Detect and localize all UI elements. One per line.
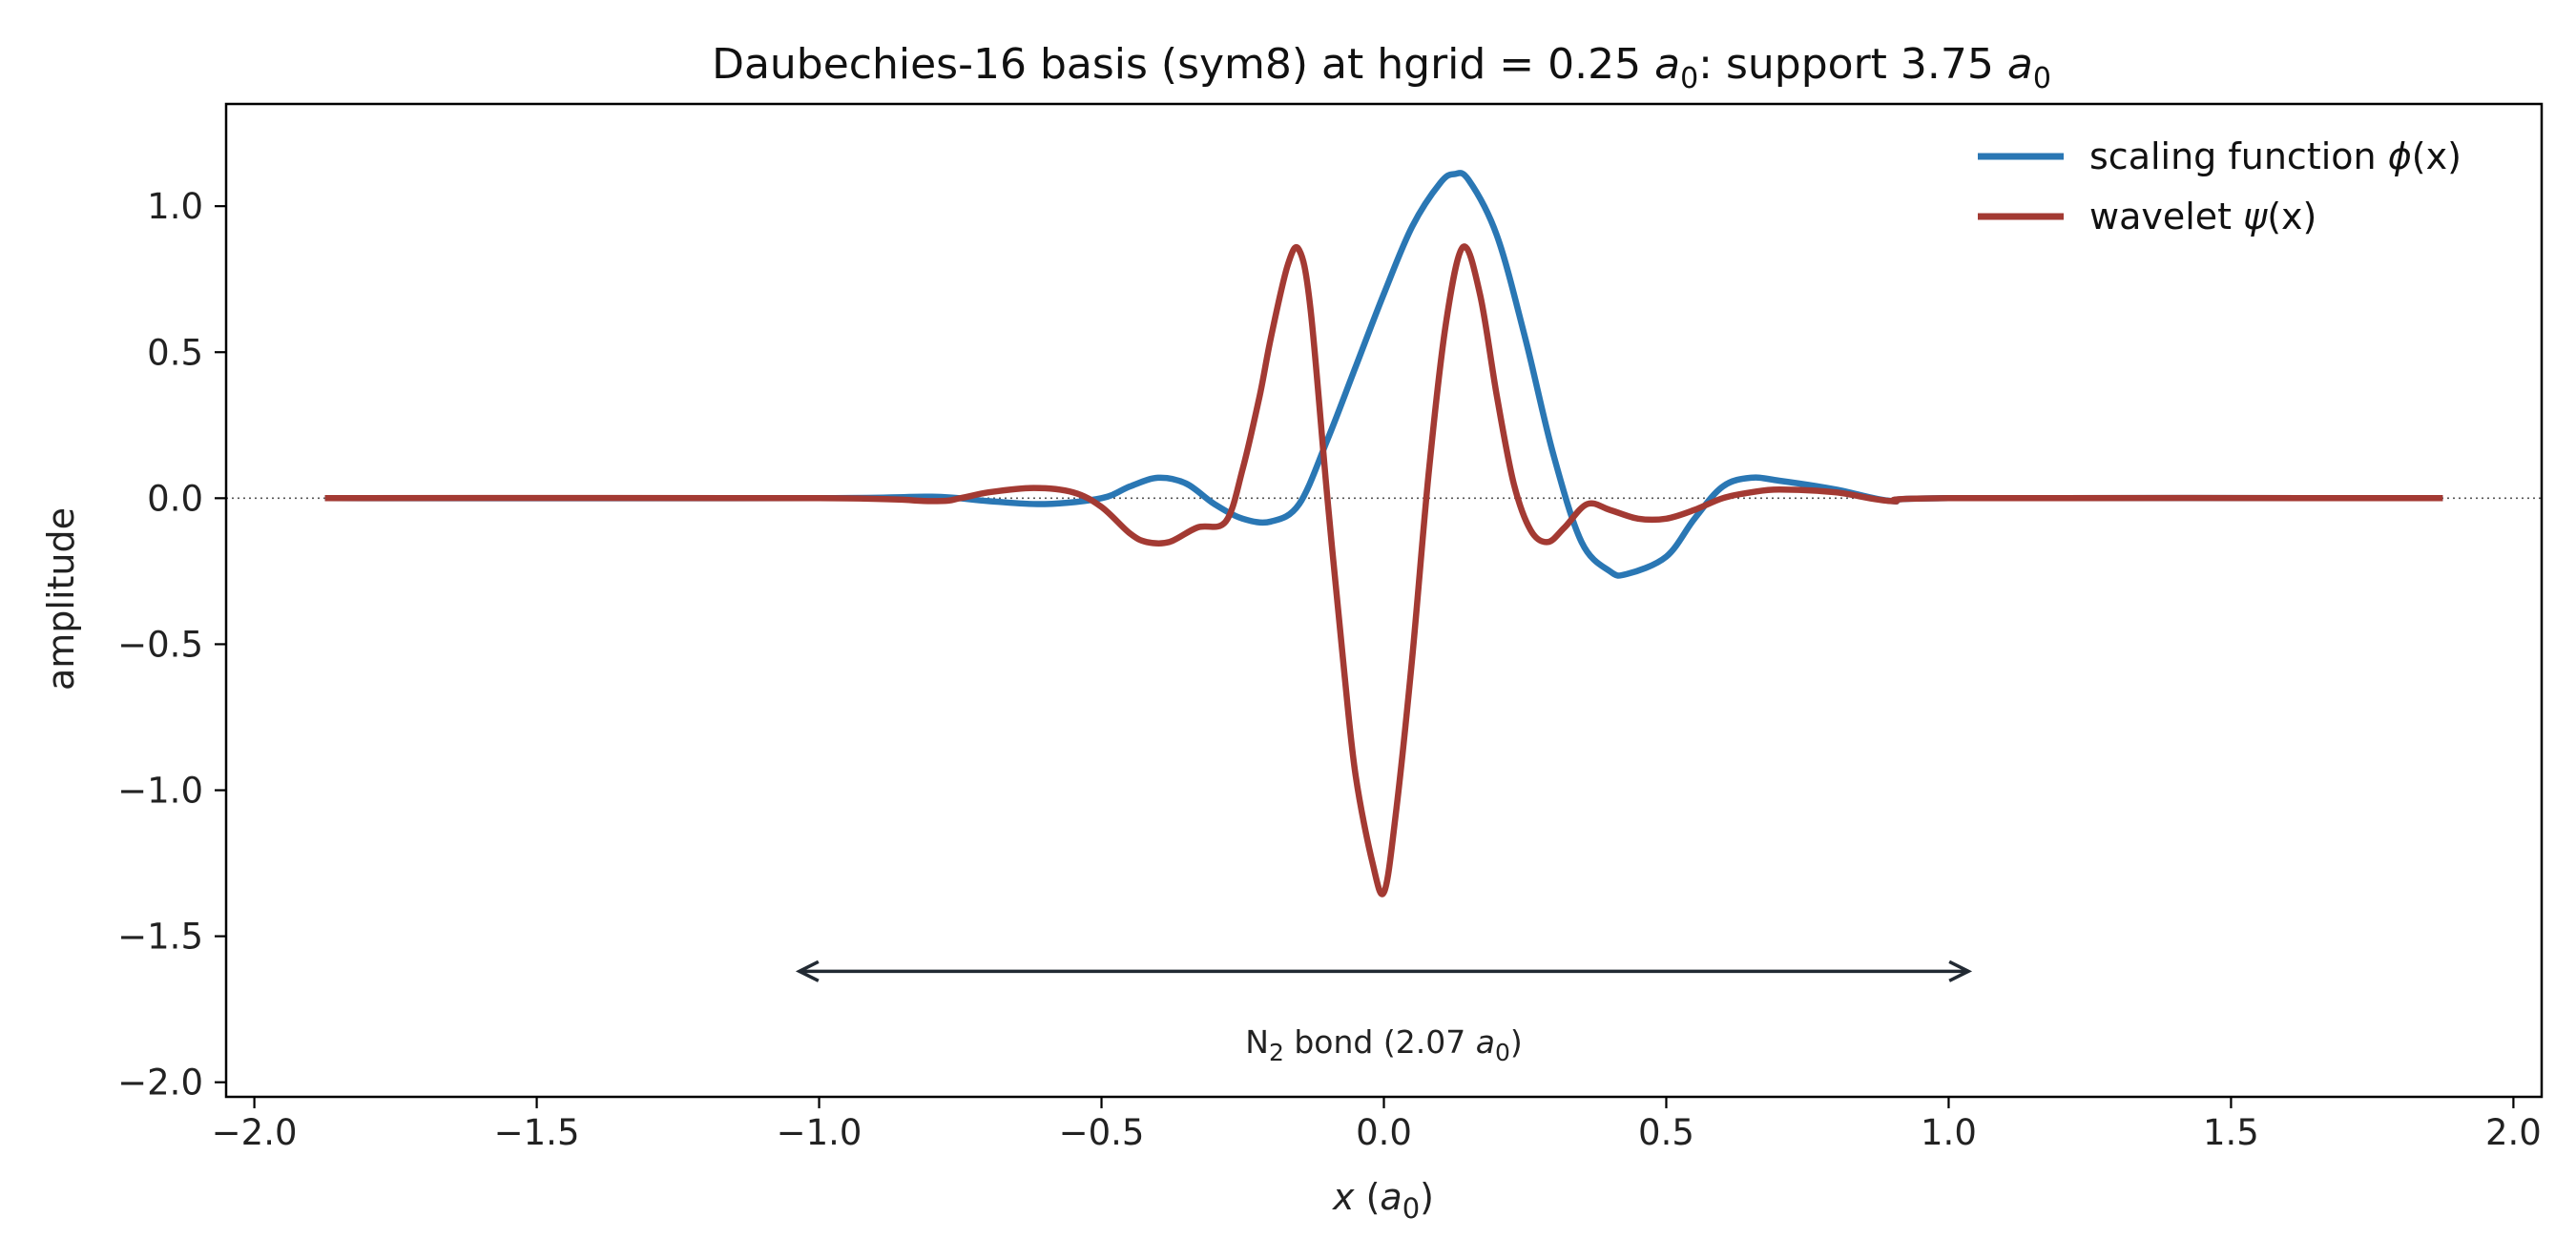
x-tick-label: 0.5 [1638,1112,1694,1153]
x-tick-label: −1.5 [494,1112,580,1153]
legend: scaling function ϕ(x) wavelet ψ(x) [1978,135,2462,237]
x-axis-label: x (a0) [1332,1176,1434,1225]
x-tick-label: −2.0 [212,1112,298,1153]
legend-label-wavelet: wavelet ψ(x) [2089,196,2316,237]
y-tick-label: 0.5 [147,332,203,373]
x-tick-label: −1.0 [777,1112,862,1153]
y-tick-label: 0.0 [147,478,203,519]
x-tick-label: 1.0 [1921,1112,1977,1153]
wavelet-line [324,243,2443,898]
x-tick-label: 0.0 [1356,1112,1412,1153]
y-tick-label: −2.0 [117,1063,203,1104]
x-tick-label: −0.5 [1059,1112,1145,1153]
chart-title: Daubechies-16 basis (sym8) at hgrid = 0.… [712,40,2051,95]
x-tick-label: 1.5 [2203,1112,2259,1153]
n2-bond-arrowhead-right [1948,960,1973,982]
scaling-function-line [324,170,2443,579]
x-tick-label: 2.0 [2485,1112,2542,1153]
y-tick-label: −1.0 [117,771,203,812]
y-axis-label: amplitude [40,507,82,691]
n2-bond-label: N2 bond (2.07 a0) [1245,1023,1522,1066]
plot-content [226,170,2542,982]
y-axis: 1.0 0.5 0.0 −0.5 −1.0 −1.5 −2.0 [117,186,226,1104]
legend-label-scaling: scaling function ϕ(x) [2089,135,2462,177]
y-tick-label: −1.5 [117,917,203,958]
y-tick-label: 1.0 [147,186,203,227]
x-axis: −2.0 −1.5 −1.0 −0.5 0.0 0.5 1.0 1.5 2.0 [212,1097,2542,1153]
y-tick-label: −0.5 [117,624,203,665]
n2-bond-arrowhead-left [795,960,820,982]
